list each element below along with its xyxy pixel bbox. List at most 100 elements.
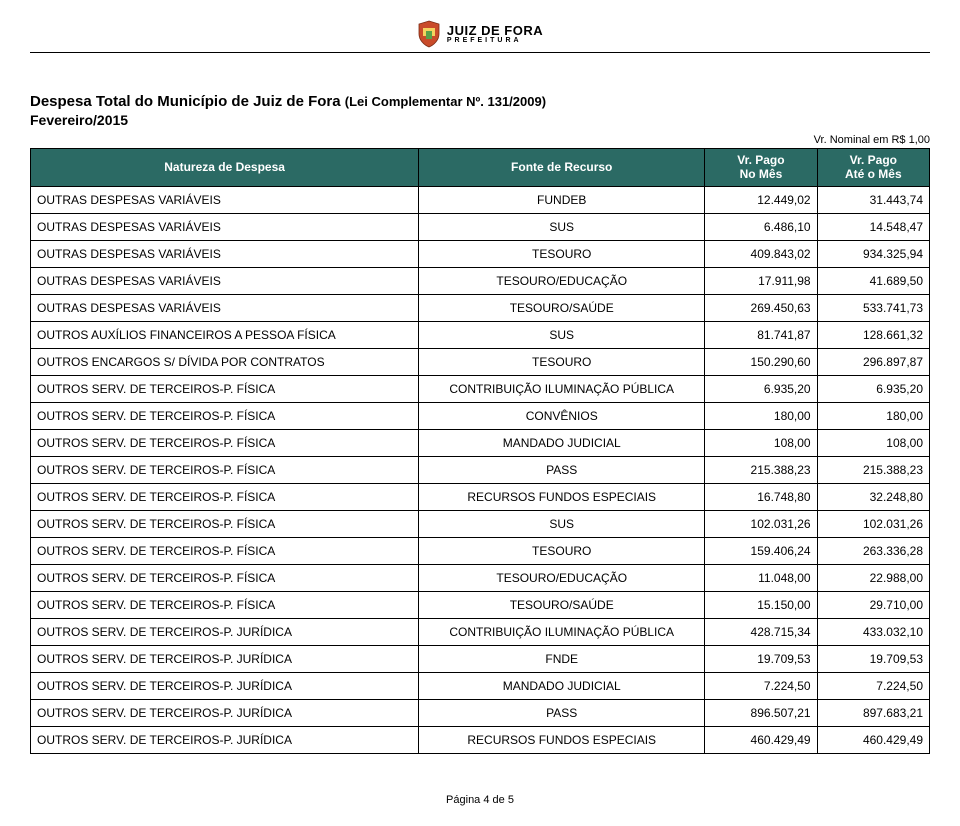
- cell-natureza: OUTROS SERV. DE TERCEIROS-P. FÍSICA: [31, 510, 419, 537]
- cell-natureza: OUTROS SERV. DE TERCEIROS-P. FÍSICA: [31, 456, 419, 483]
- cell-pago-mes: 12.449,02: [705, 186, 817, 213]
- cell-fonte: TESOURO/EDUCAÇÃO: [419, 564, 705, 591]
- cell-pago-mes: 19.709,53: [705, 645, 817, 672]
- col-pago-ate: Vr. Pago Até o Mês: [817, 149, 929, 187]
- table-row: OUTROS AUXÍLIOS FINANCEIROS A PESSOA FÍS…: [31, 321, 930, 348]
- cell-pago-ate: 102.031,26: [817, 510, 929, 537]
- cell-fonte: CONTRIBUIÇÃO ILUMINAÇÃO PÚBLICA: [419, 375, 705, 402]
- cell-natureza: OUTROS SERV. DE TERCEIROS-P. FÍSICA: [31, 591, 419, 618]
- col-fonte: Fonte de Recurso: [419, 149, 705, 187]
- table-row: OUTRAS DESPESAS VARIÁVEISSUS6.486,1014.5…: [31, 213, 930, 240]
- cell-fonte: CONVÊNIOS: [419, 402, 705, 429]
- cell-fonte: TESOURO/SAÚDE: [419, 294, 705, 321]
- cell-pago-ate: 14.548,47: [817, 213, 929, 240]
- cell-natureza: OUTRAS DESPESAS VARIÁVEIS: [31, 213, 419, 240]
- cell-pago-mes: 159.406,24: [705, 537, 817, 564]
- logo-sub: PREFEITURA: [447, 37, 543, 44]
- cell-fonte: FNDE: [419, 645, 705, 672]
- cell-pago-mes: 409.843,02: [705, 240, 817, 267]
- shield-icon: [417, 20, 441, 48]
- cell-natureza: OUTROS SERV. DE TERCEIROS-P. JURÍDICA: [31, 645, 419, 672]
- cell-pago-mes: 81.741,87: [705, 321, 817, 348]
- cell-fonte: TESOURO: [419, 537, 705, 564]
- cell-pago-mes: 7.224,50: [705, 672, 817, 699]
- table-row: OUTROS SERV. DE TERCEIROS-P. FÍSICASUS 10…: [31, 510, 930, 537]
- cell-pago-ate: 897.683,21: [817, 699, 929, 726]
- table-row: OUTROS ENCARGOS S/ DÍVIDA POR CONTRATOST…: [31, 348, 930, 375]
- cell-pago-ate: 19.709,53: [817, 645, 929, 672]
- cell-pago-mes: 11.048,00: [705, 564, 817, 591]
- cell-pago-ate: 108,00: [817, 429, 929, 456]
- cell-fonte: TESOURO/SAÚDE: [419, 591, 705, 618]
- table-row: OUTROS SERV. DE TERCEIROS-P. FÍSICAPASS2…: [31, 456, 930, 483]
- cell-fonte: MANDADO JUDICIAL: [419, 429, 705, 456]
- table-row: OUTRAS DESPESAS VARIÁVEISTESOURO409.843,…: [31, 240, 930, 267]
- page-title: Despesa Total do Município de Juiz de Fo…: [30, 93, 345, 110]
- cell-pago-mes: 16.748,80: [705, 483, 817, 510]
- header-logo: JUIZ DE FORA PREFEITURA: [30, 20, 930, 48]
- cell-natureza: OUTROS SERV. DE TERCEIROS-P. FÍSICA: [31, 375, 419, 402]
- cell-pago-ate: 41.689,50: [817, 267, 929, 294]
- title-block: Despesa Total do Município de Juiz de Fo…: [30, 93, 930, 128]
- cell-pago-mes: 215.388,23: [705, 456, 817, 483]
- cell-natureza: OUTROS SERV. DE TERCEIROS-P. FÍSICA: [31, 483, 419, 510]
- cell-fonte: SUS: [419, 321, 705, 348]
- cell-pago-ate: 128.661,32: [817, 321, 929, 348]
- cell-fonte: FUNDEB: [419, 186, 705, 213]
- cell-pago-mes: 896.507,21: [705, 699, 817, 726]
- logo-city: JUIZ DE FORA: [447, 24, 543, 37]
- cell-fonte: SUS: [419, 510, 705, 537]
- cell-pago-mes: 15.150,00: [705, 591, 817, 618]
- cell-fonte: PASS: [419, 456, 705, 483]
- table-row: OUTRAS DESPESAS VARIÁVEISFUNDEB12.449,02…: [31, 186, 930, 213]
- cell-pago-ate: 6.935,20: [817, 375, 929, 402]
- cell-pago-ate: 29.710,00: [817, 591, 929, 618]
- table-body: OUTRAS DESPESAS VARIÁVEISFUNDEB12.449,02…: [31, 186, 930, 753]
- cell-pago-ate: 22.988,00: [817, 564, 929, 591]
- col-natureza: Natureza de Despesa: [31, 149, 419, 187]
- cell-natureza: OUTRAS DESPESAS VARIÁVEIS: [31, 240, 419, 267]
- table-row: OUTRAS DESPESAS VARIÁVEISTESOURO/SAÚDE26…: [31, 294, 930, 321]
- cell-natureza: OUTROS SERV. DE TERCEIROS-P. JURÍDICA: [31, 618, 419, 645]
- cell-pago-ate: 433.032,10: [817, 618, 929, 645]
- table-header-row: Natureza de Despesa Fonte de Recurso Vr.…: [31, 149, 930, 187]
- cell-natureza: OUTROS SERV. DE TERCEIROS-P. FÍSICA: [31, 537, 419, 564]
- col-pago-mes-l2: No Mês: [740, 167, 783, 181]
- cell-pago-mes: 180,00: [705, 402, 817, 429]
- cell-fonte: SUS: [419, 213, 705, 240]
- cell-fonte: CONTRIBUIÇÃO ILUMINAÇÃO PÚBLICA: [419, 618, 705, 645]
- cell-pago-mes: 150.290,60: [705, 348, 817, 375]
- cell-pago-mes: 6.935,20: [705, 375, 817, 402]
- cell-natureza: OUTROS SERV. DE TERCEIROS-P. FÍSICA: [31, 564, 419, 591]
- cell-pago-ate: 215.388,23: [817, 456, 929, 483]
- table-row: OUTROS SERV. DE TERCEIROS-P. FÍSICACONTR…: [31, 375, 930, 402]
- col-pago-ate-l2: Até o Mês: [845, 167, 902, 181]
- cell-pago-ate: 296.897,87: [817, 348, 929, 375]
- cell-pago-ate: 533.741,73: [817, 294, 929, 321]
- period-label: Fevereiro/2015: [30, 112, 930, 128]
- cell-pago-mes: 428.715,34: [705, 618, 817, 645]
- logo-text: JUIZ DE FORA PREFEITURA: [447, 24, 543, 44]
- table-row: OUTROS SERV. DE TERCEIROS-P. JURÍDICAMAN…: [31, 672, 930, 699]
- cell-pago-mes: 17.911,98: [705, 267, 817, 294]
- cell-pago-mes: 269.450,63: [705, 294, 817, 321]
- cell-fonte: RECURSOS FUNDOS ESPECIAIS: [419, 726, 705, 753]
- header-divider: [30, 52, 930, 53]
- unit-note: Vr. Nominal em R$ 1,00: [30, 134, 930, 146]
- cell-fonte: PASS: [419, 699, 705, 726]
- cell-fonte: TESOURO: [419, 240, 705, 267]
- cell-pago-ate: 934.325,94: [817, 240, 929, 267]
- cell-fonte: RECURSOS FUNDOS ESPECIAIS: [419, 483, 705, 510]
- cell-pago-ate: 31.443,74: [817, 186, 929, 213]
- cell-natureza: OUTROS SERV. DE TERCEIROS-P. FÍSICA: [31, 402, 419, 429]
- cell-natureza: OUTROS SERV. DE TERCEIROS-P. JURÍDICA: [31, 672, 419, 699]
- table-row: OUTROS SERV. DE TERCEIROS-P. FÍSICATESOU…: [31, 591, 930, 618]
- cell-natureza: OUTROS SERV. DE TERCEIROS-P. FÍSICA: [31, 429, 419, 456]
- cell-natureza: OUTRAS DESPESAS VARIÁVEIS: [31, 267, 419, 294]
- table-row: OUTROS SERV. DE TERCEIROS-P. FÍSICACONVÊ…: [31, 402, 930, 429]
- cell-natureza: OUTROS ENCARGOS S/ DÍVIDA POR CONTRATOS: [31, 348, 419, 375]
- cell-natureza: OUTROS AUXÍLIOS FINANCEIROS A PESSOA FÍS…: [31, 321, 419, 348]
- table-row: OUTRAS DESPESAS VARIÁVEISTESOURO/EDUCAÇÃ…: [31, 267, 930, 294]
- col-pago-ate-l1: Vr. Pago: [850, 153, 897, 167]
- cell-pago-ate: 460.429,49: [817, 726, 929, 753]
